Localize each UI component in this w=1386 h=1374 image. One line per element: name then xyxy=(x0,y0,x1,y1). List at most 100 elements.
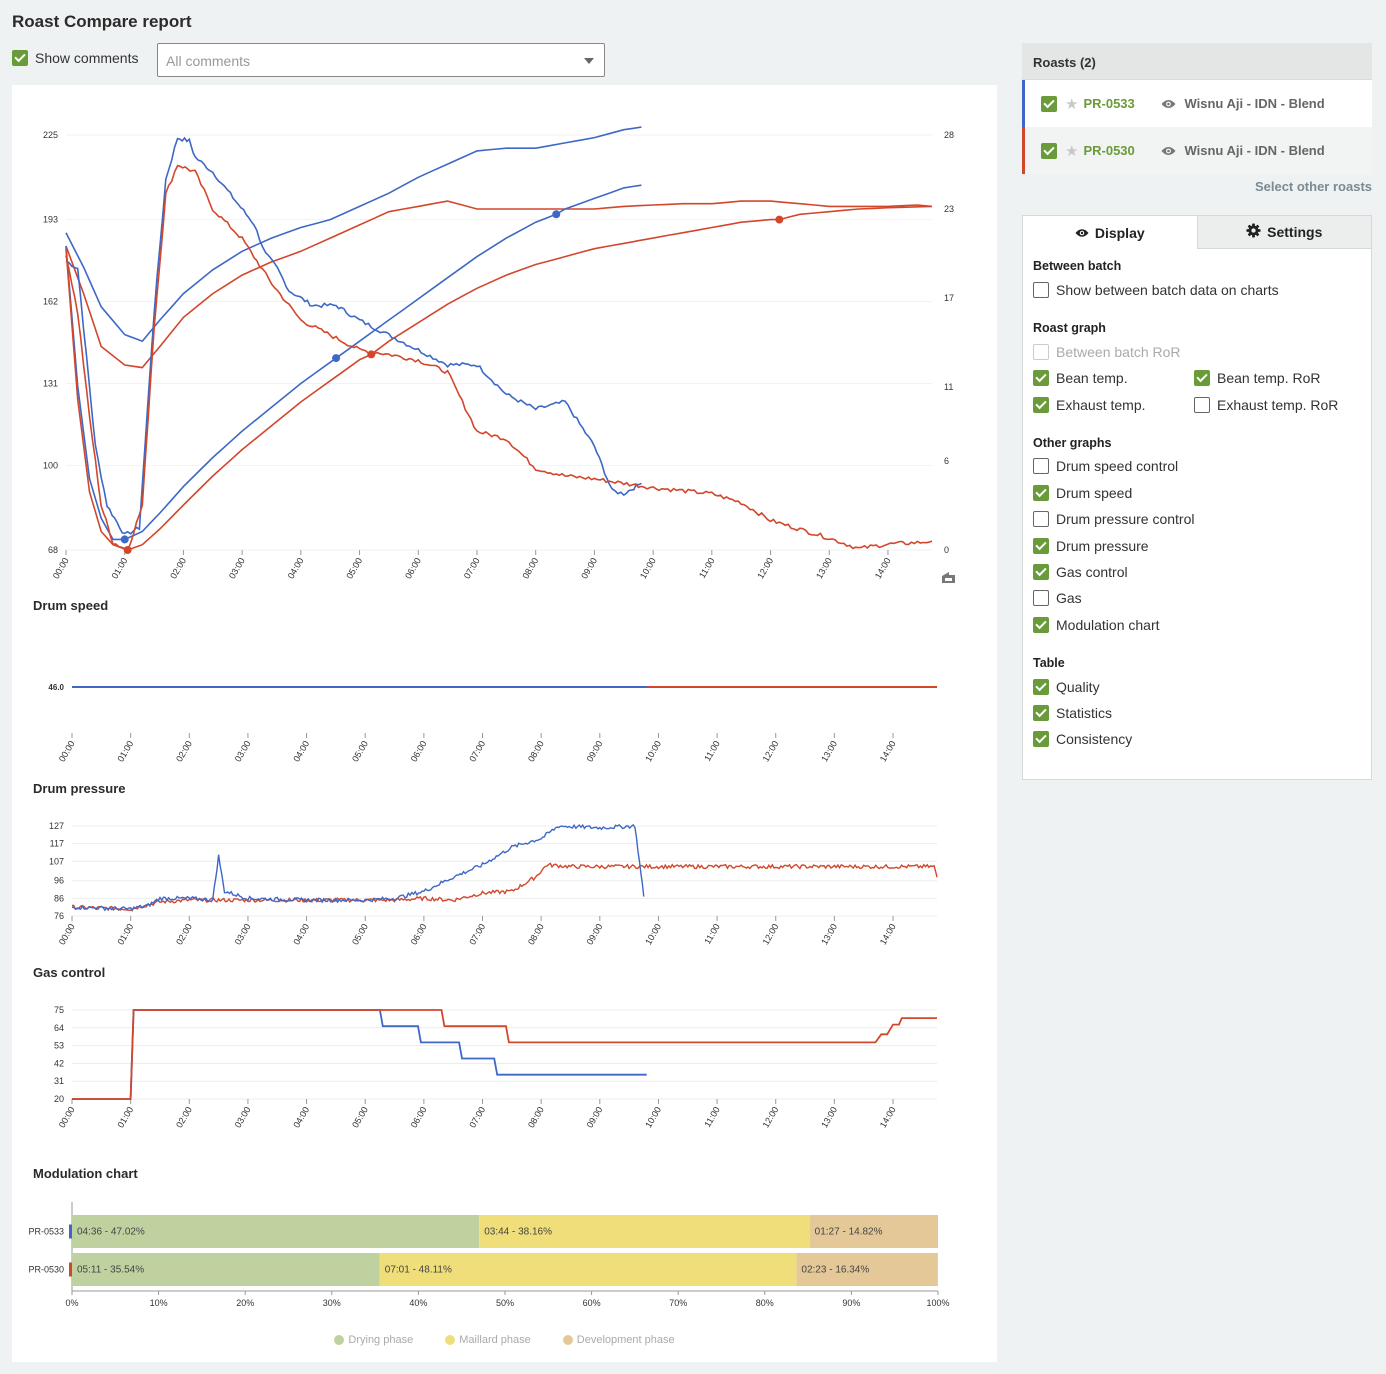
checkbox[interactable] xyxy=(1033,564,1049,580)
modulation-x-tick-label: 20% xyxy=(236,1298,254,1308)
option-exhaust-temp-ror[interactable]: Exhaust temp. RoR xyxy=(1194,397,1338,413)
drum-pressure-x-tick-label: 13:00 xyxy=(819,922,839,947)
export-chart-icon[interactable] xyxy=(940,570,957,585)
drum-pressure-x-tick-label: 08:00 xyxy=(526,922,546,947)
option-drum-pressure[interactable]: Drum pressure xyxy=(1033,538,1149,554)
checkbox[interactable] xyxy=(1033,458,1049,474)
drum-pressure-x-tick-label: 14:00 xyxy=(878,922,898,947)
show-comments-checkbox[interactable] xyxy=(12,50,28,66)
roast-code[interactable]: PR-0530 xyxy=(1083,143,1135,158)
modulation-legend: Drying phase Maillard phase Development … xyxy=(12,1334,997,1346)
gas-control-y-label: 64 xyxy=(54,1023,64,1033)
checkbox[interactable] xyxy=(1033,511,1049,527)
checkbox[interactable] xyxy=(1033,282,1049,298)
modulation-bar-segment xyxy=(72,1253,380,1286)
tab-display[interactable]: Display xyxy=(1023,216,1197,249)
eye-icon[interactable] xyxy=(1161,146,1176,156)
modulation-bar-segment xyxy=(479,1215,810,1248)
option-modulation-chart[interactable]: Modulation chart xyxy=(1033,617,1160,633)
checkbox[interactable] xyxy=(1033,397,1049,413)
roast-graph-x-tick-label: 13:00 xyxy=(814,556,834,581)
option-gas[interactable]: Gas xyxy=(1033,590,1082,606)
drum-speed-x-tick-label: 13:00 xyxy=(819,739,839,764)
modulation-roast-marker xyxy=(69,1262,72,1277)
checkbox[interactable] xyxy=(1033,679,1049,695)
gas-control-x-tick-label: 11:00 xyxy=(702,1105,722,1129)
checkbox[interactable] xyxy=(1194,397,1210,413)
drum-speed-x-tick-label: 07:00 xyxy=(467,739,487,764)
modulation-x-tick-label: 60% xyxy=(583,1298,601,1308)
option-label: Consistency xyxy=(1056,731,1133,747)
drum-pressure-x-tick-label: 12:00 xyxy=(761,922,781,947)
eye-icon[interactable] xyxy=(1161,99,1176,109)
option-drum-pressure-control[interactable]: Drum pressure control xyxy=(1033,511,1195,527)
roast-graph-bean-pr-0530 xyxy=(65,205,933,551)
roast-code[interactable]: PR-0533 xyxy=(1083,96,1135,111)
roast-row-pr-0530[interactable]: ★ PR-0530 Wisnu Aji - IDN - Blend xyxy=(1022,127,1372,174)
drum-speed-x-tick-label: 14:00 xyxy=(878,739,898,764)
option-drum-speed[interactable]: Drum speed xyxy=(1033,485,1132,501)
option-gas-control[interactable]: Gas control xyxy=(1033,564,1128,580)
comments-filter-select[interactable]: All comments xyxy=(157,43,605,77)
checkbox[interactable] xyxy=(1033,617,1049,633)
option-consistency[interactable]: Consistency xyxy=(1033,731,1132,747)
roast-graph-y-left-label: 68 xyxy=(48,545,58,555)
star-icon[interactable]: ★ xyxy=(1065,95,1079,113)
drum-pressure-title: Drum pressure xyxy=(33,781,126,796)
option-quality[interactable]: Quality xyxy=(1033,679,1100,695)
option-between-batch-ror[interactable]: Between batch RoR xyxy=(1033,344,1181,360)
settings-panel: Display Settings Between batch xyxy=(1022,215,1372,780)
option-exhaust-temp[interactable]: Exhaust temp. xyxy=(1033,397,1146,413)
tab-settings[interactable]: Settings xyxy=(1196,216,1371,249)
checkbox[interactable] xyxy=(1033,344,1049,360)
modulation-bar-segment xyxy=(809,1215,938,1248)
checkbox[interactable] xyxy=(1033,705,1049,721)
legend-item-maillard[interactable]: Maillard phase xyxy=(445,1334,531,1346)
modulation-bar-label: 01:27 - 14.82% xyxy=(815,1227,883,1238)
select-other-roasts-link[interactable]: Select other roasts xyxy=(1254,179,1372,194)
checkbox[interactable] xyxy=(1033,590,1049,606)
roast-event-marker xyxy=(775,215,784,224)
roast-graph-title: Roast graph xyxy=(1033,321,1106,335)
option-bean-temp-ror[interactable]: Bean temp. RoR xyxy=(1194,370,1321,386)
roast-graph-x-tick-label: 05:00 xyxy=(344,556,364,581)
option-statistics[interactable]: Statistics xyxy=(1033,705,1112,721)
show-comments-toggle[interactable]: Show comments xyxy=(12,50,138,66)
roast-row-pr-0533[interactable]: ★ PR-0533 Wisnu Aji - IDN - Blend xyxy=(1022,80,1372,127)
option-label: Drum pressure control xyxy=(1056,511,1195,527)
gas-control-x-tick-label: 01:00 xyxy=(115,1105,135,1130)
gas-control-x-tick-label: 10:00 xyxy=(643,1105,663,1130)
gas-control-x-tick-label: 04:00 xyxy=(291,1105,311,1130)
roast-graph-x-tick-label: 11:00 xyxy=(697,556,717,580)
star-icon[interactable]: ★ xyxy=(1065,142,1079,160)
drum-pressure-y-label: 86 xyxy=(54,893,64,903)
roast-graph-x-tick-label: 01:00 xyxy=(110,556,130,581)
option-drum-speed-control[interactable]: Drum speed control xyxy=(1033,458,1178,474)
drum-pressure-y-label: 76 xyxy=(54,911,64,921)
checkbox[interactable] xyxy=(1033,485,1049,501)
roast-checkbox[interactable] xyxy=(1041,142,1057,159)
roast-checkbox[interactable] xyxy=(1041,95,1057,112)
option-label: Drum pressure xyxy=(1056,538,1149,554)
checkbox[interactable] xyxy=(1033,731,1049,747)
roast-graph-x-tick-label: 07:00 xyxy=(462,556,482,581)
drum-pressure-x-tick-label: 06:00 xyxy=(409,922,429,947)
legend-item-development[interactable]: Development phase xyxy=(562,1334,675,1346)
table-title: Table xyxy=(1033,656,1065,670)
legend-item-drying[interactable]: Drying phase xyxy=(334,1334,413,1346)
option-bean-temp[interactable]: Bean temp. xyxy=(1033,370,1128,386)
option-show-between-batch[interactable]: Show between batch data on charts xyxy=(1033,282,1279,298)
drum-speed-x-tick-label: 09:00 xyxy=(585,739,605,764)
gas-control-x-tick-label: 12:00 xyxy=(761,1105,781,1130)
checkbox[interactable] xyxy=(1194,370,1210,386)
drum-pressure-x-tick-label: 04:00 xyxy=(291,922,311,947)
drum-speed-title: Drum speed xyxy=(33,598,109,613)
option-label: Show between batch data on charts xyxy=(1056,282,1279,298)
option-label: Drum speed control xyxy=(1056,458,1179,474)
roast-event-marker xyxy=(120,535,129,544)
option-label: Gas xyxy=(1056,590,1082,606)
checkbox[interactable] xyxy=(1033,538,1049,554)
checkbox[interactable] xyxy=(1033,370,1049,386)
modulation-bar-label: 04:36 - 47.02% xyxy=(77,1227,145,1238)
roast-graph-exhaust-pr-0533 xyxy=(65,126,642,343)
